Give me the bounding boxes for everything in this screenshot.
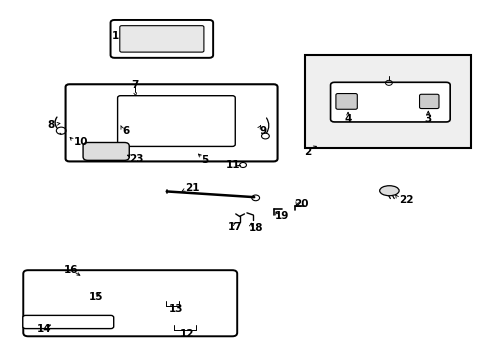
Text: 9: 9 (259, 126, 265, 136)
Text: 7: 7 (131, 80, 138, 90)
Text: 23: 23 (128, 154, 143, 164)
Text: 16: 16 (63, 265, 78, 275)
Text: 3: 3 (424, 113, 431, 123)
FancyBboxPatch shape (330, 82, 449, 122)
Ellipse shape (379, 186, 398, 196)
Text: 12: 12 (179, 329, 193, 339)
Text: 13: 13 (169, 303, 183, 314)
Text: 19: 19 (274, 211, 288, 221)
Text: 18: 18 (248, 223, 263, 233)
Text: 21: 21 (185, 183, 199, 193)
FancyBboxPatch shape (23, 315, 114, 329)
Text: 20: 20 (294, 199, 308, 209)
FancyBboxPatch shape (305, 55, 469, 148)
Text: 10: 10 (73, 138, 88, 148)
FancyBboxPatch shape (110, 20, 213, 58)
Text: 14: 14 (36, 324, 51, 334)
FancyBboxPatch shape (83, 143, 129, 160)
Text: 6: 6 (122, 126, 129, 136)
Text: 1: 1 (112, 31, 119, 41)
FancyBboxPatch shape (120, 26, 203, 52)
Text: 17: 17 (227, 222, 242, 232)
FancyBboxPatch shape (335, 94, 357, 109)
Text: 22: 22 (398, 195, 413, 204)
Text: 8: 8 (47, 120, 55, 130)
Text: 15: 15 (89, 292, 103, 302)
Text: 4: 4 (344, 113, 351, 123)
Text: 5: 5 (201, 156, 207, 165)
FancyBboxPatch shape (117, 96, 235, 147)
Text: 11: 11 (225, 160, 240, 170)
FancyBboxPatch shape (65, 84, 277, 161)
Text: 2: 2 (303, 147, 310, 157)
FancyBboxPatch shape (419, 94, 438, 109)
FancyBboxPatch shape (23, 270, 237, 336)
